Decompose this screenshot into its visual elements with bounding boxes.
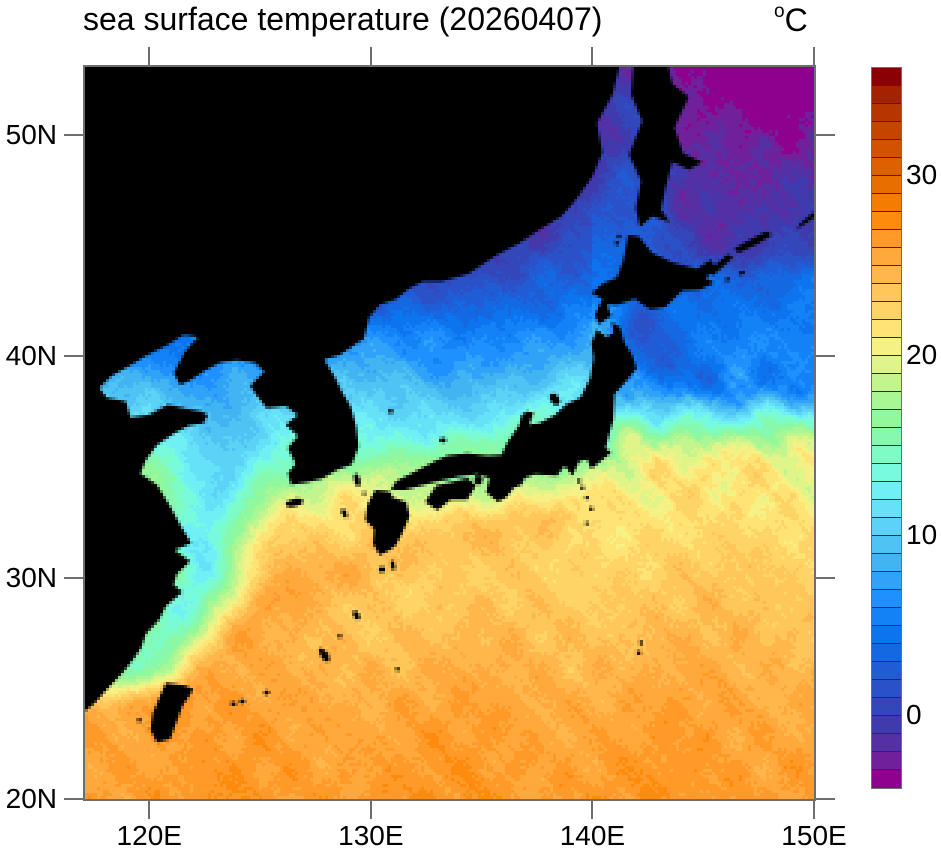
colorbar-segment	[872, 176, 901, 194]
y-axis-tick-left-40N	[64, 355, 85, 358]
colorbar-segment	[872, 644, 901, 662]
x-axis-tick-bottom-140E	[591, 799, 594, 819]
colorbar-label-10: 10	[906, 519, 938, 550]
y-axis-tick-left-20N	[64, 798, 85, 800]
colorbar-segment	[872, 338, 901, 356]
units-letter: C	[784, 2, 808, 38]
colorbar-segment	[872, 482, 901, 500]
degree-symbol: o	[774, 1, 785, 22]
colorbar-segment	[872, 266, 901, 284]
colorbar-segment	[872, 428, 901, 446]
colorbar-segment	[872, 590, 901, 608]
y-axis-tick-left-30N	[64, 576, 85, 579]
colorbar-segment	[872, 410, 901, 428]
colorbar-segment	[872, 698, 901, 716]
colorbar-segment	[872, 464, 901, 482]
colorbar-segment	[872, 212, 901, 230]
y-axis-label-20N: 20N	[5, 783, 57, 814]
colorbar-segment	[872, 734, 901, 752]
x-axis-tick-top-150E	[813, 47, 815, 67]
colorbar-label-20: 20	[906, 339, 938, 370]
colorbar-segment	[872, 392, 901, 410]
colorbar-segment	[872, 554, 901, 572]
colorbar-segment	[872, 572, 901, 590]
y-axis-tick-right-20N	[814, 798, 835, 800]
y-axis-tick-right-40N	[814, 355, 835, 358]
colorbar-segment	[872, 662, 901, 680]
x-axis-tick-bottom-130E	[369, 799, 372, 819]
colorbar-segment	[872, 140, 901, 158]
page-title: sea surface temperature (20260407)	[83, 1, 603, 37]
colorbar-label-0: 0	[906, 699, 922, 730]
colorbar-segment	[872, 248, 901, 266]
x-axis-label-150E: 150E	[781, 820, 847, 851]
colorbar-segment	[872, 518, 901, 536]
colorbar-segment	[872, 626, 901, 644]
colorbar-segment	[872, 122, 901, 140]
colorbar-units-label: oC	[774, 1, 808, 39]
colorbar-segment	[872, 194, 901, 212]
colorbar-segment	[872, 302, 901, 320]
colorbar-segment	[872, 320, 901, 338]
colorbar-segment	[872, 500, 901, 518]
colorbar-segment	[872, 158, 901, 176]
map-plot-frame	[83, 65, 816, 801]
colorbar-segment	[872, 356, 901, 374]
colorbar-segment	[872, 68, 901, 86]
y-axis-label-50N: 50N	[5, 118, 57, 150]
x-axis-label-120E: 120E	[116, 820, 182, 851]
colorbar-segment	[872, 86, 901, 104]
x-axis-tick-top-130E	[369, 47, 372, 67]
y-axis-tick-right-50N	[814, 133, 835, 136]
x-axis-tick-top-140E	[591, 47, 594, 67]
x-axis-label-130E: 130E	[338, 820, 404, 851]
colorbar-segment	[872, 608, 901, 626]
colorbar-segment	[872, 446, 901, 464]
colorbar-segment	[872, 284, 901, 302]
colorbar	[871, 67, 902, 789]
colorbar-label-30: 30	[906, 159, 938, 190]
colorbar-segment	[872, 752, 901, 770]
colorbar-segment	[872, 104, 901, 122]
colorbar-segment	[872, 374, 901, 392]
colorbar-segment	[872, 770, 901, 788]
y-axis-tick-right-30N	[814, 576, 835, 579]
colorbar-segment	[872, 536, 901, 554]
x-axis-tick-bottom-120E	[148, 799, 151, 819]
colorbar-segment	[872, 716, 901, 734]
x-axis-tick-bottom-150E	[813, 799, 815, 819]
y-axis-label-40N: 40N	[5, 340, 57, 372]
sst-map-canvas	[85, 67, 814, 799]
x-axis-label-140E: 140E	[559, 820, 626, 851]
y-axis-tick-left-50N	[64, 133, 85, 136]
x-axis-tick-top-120E	[148, 47, 151, 67]
colorbar-segment	[872, 680, 901, 698]
colorbar-segment	[872, 230, 901, 248]
y-axis-label-30N: 30N	[5, 561, 57, 593]
